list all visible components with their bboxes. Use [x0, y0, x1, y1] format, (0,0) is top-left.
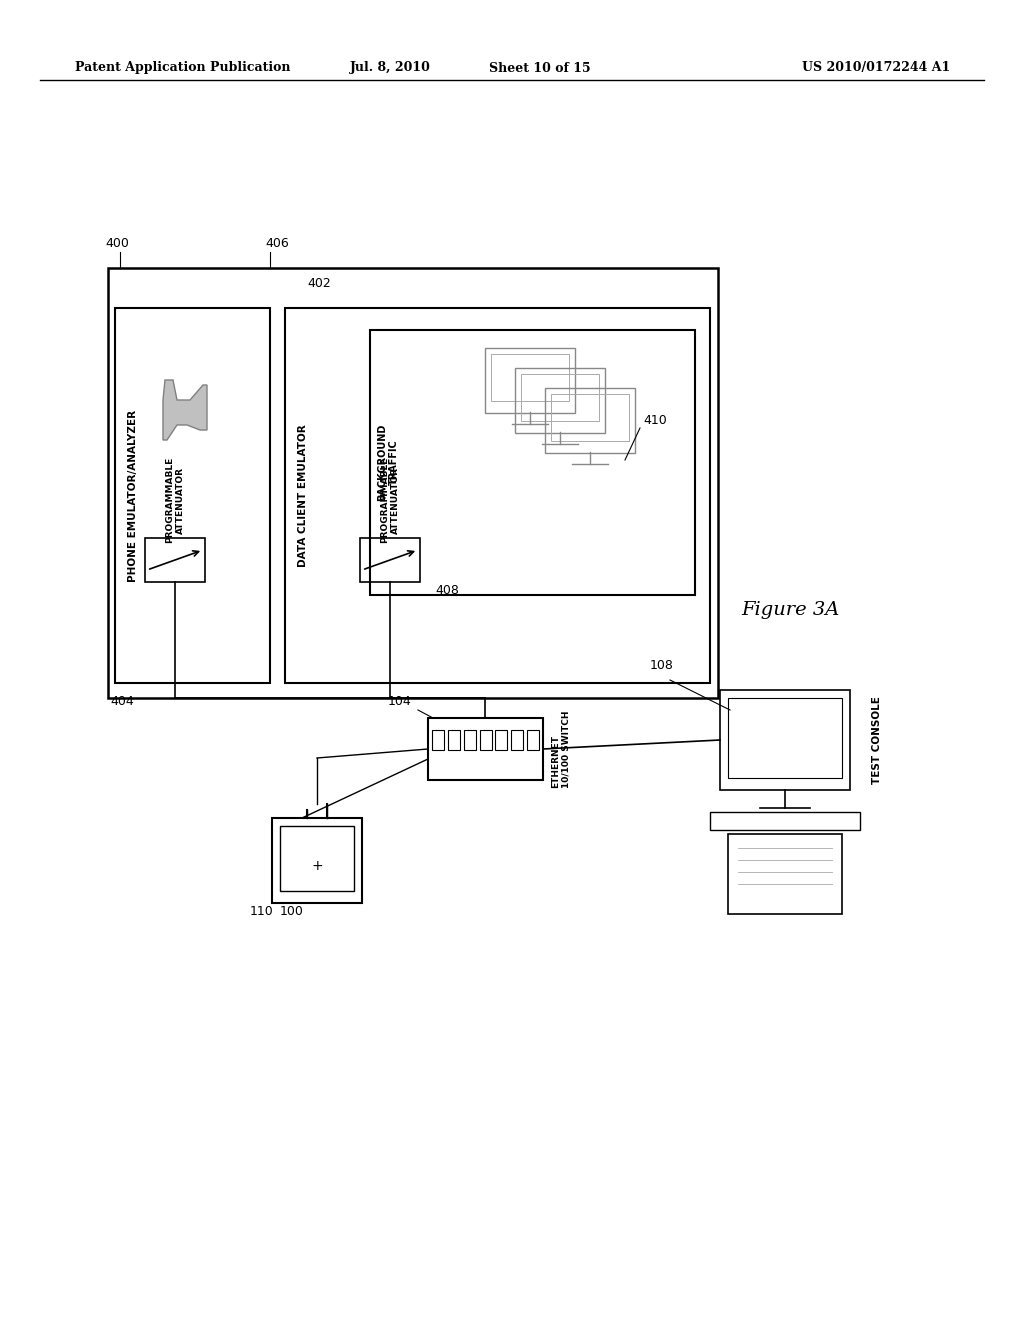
Text: PROGRAMMABLE
ATTENUATOR: PROGRAMMABLE ATTENUATOR	[380, 457, 399, 543]
Bar	[115, 308, 270, 682]
Bar	[145, 539, 205, 582]
Bar	[720, 690, 850, 789]
Text: 410: 410	[643, 413, 667, 426]
Text: Patent Application Publication: Patent Application Publication	[75, 62, 291, 74]
Bar	[545, 388, 635, 453]
Text: +: +	[311, 858, 323, 873]
Bar	[370, 330, 695, 595]
Text: BACKGROUND
TRAFFIC: BACKGROUND TRAFFIC	[377, 424, 398, 502]
Bar	[432, 730, 444, 750]
Text: 110: 110	[250, 906, 273, 917]
Bar	[360, 539, 420, 582]
Text: TEST CONSOLE: TEST CONSOLE	[872, 696, 882, 784]
Text: US 2010/0172244 A1: US 2010/0172244 A1	[802, 62, 950, 74]
Text: 404: 404	[110, 696, 134, 708]
Bar	[515, 368, 605, 433]
Text: 406: 406	[265, 238, 289, 249]
Bar	[527, 730, 539, 750]
Text: 408: 408	[435, 583, 459, 597]
Bar	[285, 308, 710, 682]
Bar	[728, 834, 842, 913]
Bar	[108, 268, 718, 698]
Text: Jul. 8, 2010: Jul. 8, 2010	[349, 62, 430, 74]
Text: 108: 108	[650, 659, 674, 672]
Bar	[479, 730, 492, 750]
Bar	[485, 348, 575, 413]
Bar	[447, 730, 460, 750]
Bar	[511, 730, 523, 750]
Text: Sheet 10 of 15: Sheet 10 of 15	[489, 62, 591, 74]
Text: Figure 3A: Figure 3A	[740, 601, 840, 619]
Bar	[490, 354, 569, 401]
Text: DATA CLIENT EMULATOR: DATA CLIENT EMULATOR	[298, 424, 308, 566]
Text: 100: 100	[280, 906, 304, 917]
Polygon shape	[163, 380, 207, 440]
Text: ETHERNET
10/100 SWITCH: ETHERNET 10/100 SWITCH	[551, 710, 570, 788]
Bar	[551, 393, 629, 441]
Text: PHONE EMULATOR/ANALYZER: PHONE EMULATOR/ANALYZER	[128, 409, 138, 582]
Text: 402: 402	[307, 277, 331, 290]
Bar	[280, 826, 354, 891]
Bar	[521, 374, 599, 421]
Text: 400: 400	[105, 238, 129, 249]
Bar	[464, 730, 476, 750]
Bar	[496, 730, 507, 750]
Bar	[710, 812, 860, 830]
Text: PROGRAMMABLE
ATTENUATOR: PROGRAMMABLE ATTENUATOR	[165, 457, 184, 543]
Bar	[728, 698, 842, 777]
Bar	[428, 718, 543, 780]
Text: 104: 104	[388, 696, 412, 708]
Bar	[272, 818, 362, 903]
